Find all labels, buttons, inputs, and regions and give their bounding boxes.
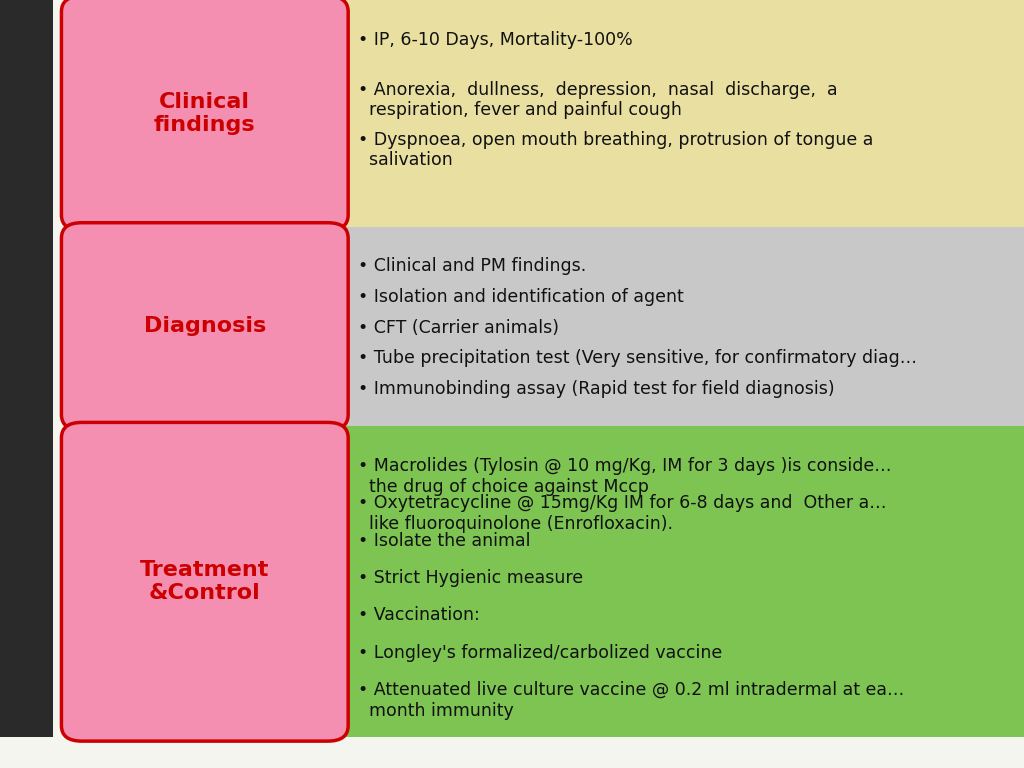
Text: • Vaccination:: • Vaccination: <box>358 607 480 624</box>
Text: • Strict Hygienic measure: • Strict Hygienic measure <box>358 569 584 587</box>
FancyBboxPatch shape <box>0 0 53 227</box>
Text: • Isolation and identification of agent: • Isolation and identification of agent <box>358 288 684 306</box>
Text: • Longley's formalized/carbolized vaccine: • Longley's formalized/carbolized vaccin… <box>358 644 723 662</box>
Text: • CFT (Carrier animals): • CFT (Carrier animals) <box>358 319 559 336</box>
FancyBboxPatch shape <box>0 426 53 737</box>
Text: • Clinical and PM findings.: • Clinical and PM findings. <box>358 257 587 275</box>
Text: • Isolate the animal: • Isolate the animal <box>358 531 530 550</box>
Text: Clinical
findings: Clinical findings <box>154 91 256 135</box>
Text: Treatment
&Control: Treatment &Control <box>140 560 269 604</box>
FancyBboxPatch shape <box>343 426 1024 737</box>
FancyBboxPatch shape <box>61 422 348 741</box>
Text: • Attenuated live culture vaccine @ 0.2 ml intradermal at ea…
  month immunity: • Attenuated live culture vaccine @ 0.2 … <box>358 681 904 720</box>
Text: • Oxytetracycline @ 15mg/Kg IM for 6-8 days and  Other a…
  like fluoroquinolone: • Oxytetracycline @ 15mg/Kg IM for 6-8 d… <box>358 495 887 533</box>
Text: • Tube precipitation test (Very sensitive, for confirmatory diag…: • Tube precipitation test (Very sensitiv… <box>358 349 918 367</box>
FancyBboxPatch shape <box>343 227 1024 426</box>
Text: • Macrolides (Tylosin @ 10 mg/Kg, IM for 3 days )is conside…
  the drug of choic: • Macrolides (Tylosin @ 10 mg/Kg, IM for… <box>358 457 892 496</box>
Text: • Anorexia,  dullness,  depression,  nasal  discharge,  a
  respiration, fever a: • Anorexia, dullness, depression, nasal … <box>358 81 838 120</box>
Text: • Immunobinding assay (Rapid test for field diagnosis): • Immunobinding assay (Rapid test for fi… <box>358 380 835 398</box>
Text: Diagnosis: Diagnosis <box>143 316 266 336</box>
Text: • Dyspnoea, open mouth breathing, protrusion of tongue a
  salivation: • Dyspnoea, open mouth breathing, protru… <box>358 131 873 170</box>
FancyBboxPatch shape <box>0 227 53 426</box>
FancyBboxPatch shape <box>61 223 348 430</box>
FancyBboxPatch shape <box>61 0 348 230</box>
FancyBboxPatch shape <box>343 0 1024 227</box>
Text: • IP, 6-10 Days, Mortality-100%: • IP, 6-10 Days, Mortality-100% <box>358 31 633 48</box>
